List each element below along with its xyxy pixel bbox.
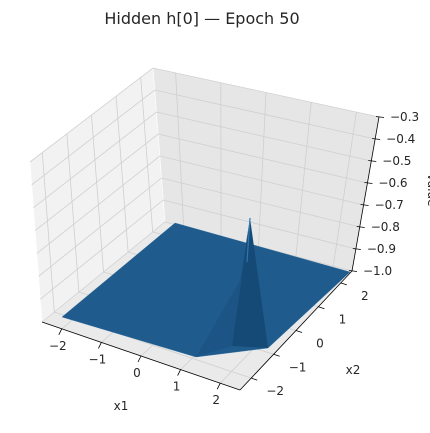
tick-marks: −0.3−0.4−0.5−0.6−0.7−0.8−0.9−1.0−2−1012−… [49, 110, 419, 407]
grid-wall-x1-2 [258, 92, 267, 247]
z-tick-label-7: −1.0 [363, 264, 392, 278]
grid-wall-x2-0 [41, 152, 55, 313]
y-tick-mark-3 [318, 306, 325, 310]
grid-wall-x2-4 [140, 77, 154, 233]
y-axis-label: x2 [346, 363, 361, 377]
z-tick-label-2: −0.5 [382, 154, 411, 168]
x-axis-label: x1 [114, 399, 129, 413]
z-tick-mark-6 [352, 248, 361, 250]
y-tick-mark-4 [340, 282, 347, 286]
z-tick-label-6: −0.9 [367, 242, 396, 256]
x-tick-mark-0 [58, 328, 63, 335]
x-tick-mark-2 [137, 355, 142, 363]
z-tick-label-5: −0.8 [371, 220, 400, 234]
x-tick-mark-3 [177, 369, 181, 376]
z-tick-mark-4 [360, 204, 369, 206]
grid-wall-x1-0 [175, 72, 185, 227]
z-tick-label-0: −0.3 [390, 110, 419, 124]
grid-wall-x1-4 [332, 112, 357, 267]
z-tick-mark-3 [364, 182, 373, 184]
y-tick-label-3: 1 [339, 313, 347, 327]
z-tick-mark-1 [372, 138, 381, 140]
chart-title: Hidden h[0] — Epoch 50 [104, 9, 299, 28]
x-tick-label-2: 0 [133, 366, 141, 380]
grid-z-1 [31, 89, 376, 186]
grid-wall-x2-2 [91, 114, 104, 273]
surface-peak-ridge [246, 217, 251, 263]
grid-z-4 [36, 155, 364, 254]
y-tick-label-2: 0 [316, 337, 324, 351]
y-tick-label-1: −1 [289, 360, 307, 374]
z-tick-mark-5 [356, 226, 365, 228]
grid-z-3 [34, 133, 368, 231]
z-tick-mark-0 [375, 116, 385, 118]
grid-z-0 [29, 67, 380, 163]
x-tick-label-4: 2 [212, 393, 220, 407]
x-tick-label-0: −2 [49, 339, 67, 353]
grid-z-6 [40, 199, 356, 300]
surface-peak-right [232, 218, 268, 348]
grid-wall-x2-3 [115, 96, 129, 253]
x-tick-label-3: 1 [173, 380, 181, 394]
z-axis-label: value [425, 174, 430, 207]
surface [61, 217, 351, 358]
z-tick-label-4: −0.7 [375, 198, 404, 212]
y-tick-mark-1 [273, 353, 280, 357]
grid-z-5 [38, 177, 360, 277]
z-tick-label-3: −0.6 [378, 176, 407, 190]
surface-plane [61, 222, 351, 358]
y-tick-mark-0 [251, 377, 258, 381]
surface-peak-left [196, 218, 250, 357]
grid-z-2 [33, 111, 372, 209]
z-tick-mark-2 [368, 160, 377, 162]
x-tick-mark-4 [216, 383, 221, 390]
grid-wall-x2-1 [66, 133, 80, 293]
y-tick-label-0: −2 [266, 384, 284, 398]
z-tick-label-1: −0.4 [386, 132, 415, 146]
x-tick-mark-1 [98, 342, 102, 349]
z-tick-mark-7 [348, 270, 358, 272]
y-tick-label-4: 2 [361, 289, 369, 303]
grid-z-7 [41, 221, 353, 323]
grid-wall-x1-3 [295, 102, 312, 257]
y-tick-mark-2 [295, 330, 303, 333]
x-tick-label-1: −1 [89, 352, 107, 366]
z-axis-line [351, 116, 380, 272]
